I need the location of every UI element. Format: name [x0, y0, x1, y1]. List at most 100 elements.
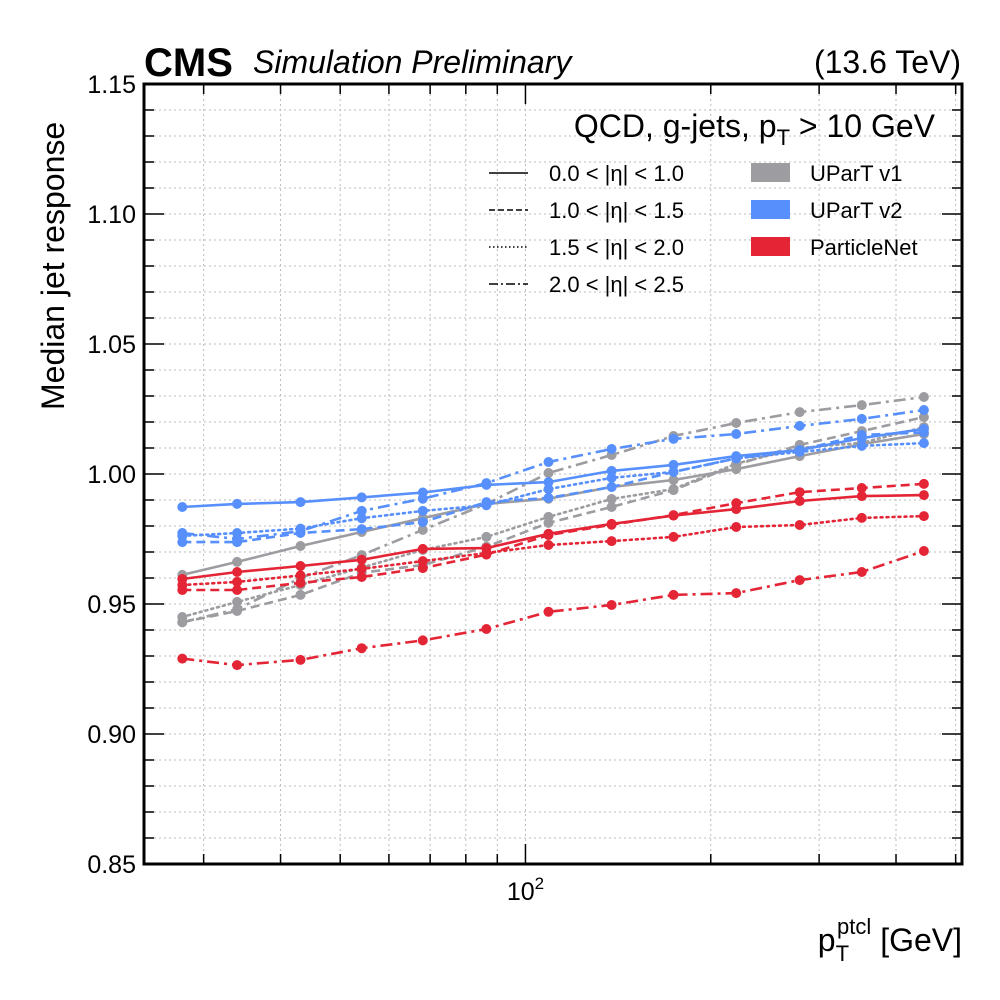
legend-label-particlenet: ParticleNet	[810, 235, 918, 260]
data-point	[232, 660, 243, 671]
data-point	[668, 510, 679, 521]
data-point	[295, 577, 306, 588]
data-point	[232, 567, 243, 577]
data-point	[417, 563, 428, 574]
data-point	[232, 604, 243, 615]
data-point	[177, 580, 188, 590]
data-point	[417, 556, 428, 567]
data-point	[177, 502, 188, 512]
data-point	[356, 572, 367, 582]
data-point	[417, 505, 428, 516]
data-point	[543, 484, 554, 495]
series-line	[181, 432, 925, 577]
legend-label-eta-bin-3: 1.5 < |η| < 2.0	[549, 235, 684, 260]
x-tick-label: 102	[507, 874, 544, 906]
data-point	[177, 653, 188, 664]
data-point	[606, 494, 617, 504]
legend-label-uparttv2: UParT v2	[810, 198, 903, 223]
data-point	[295, 541, 306, 551]
data-point	[295, 570, 306, 581]
data-point	[918, 392, 929, 402]
data-point	[606, 465, 617, 476]
data-point	[417, 517, 428, 528]
data-point	[481, 500, 492, 511]
data-point	[356, 524, 367, 535]
x-axis-title: pTptcl [GeV]	[818, 914, 962, 966]
series-line	[181, 514, 926, 587]
data-point	[295, 526, 306, 537]
series-line	[181, 395, 925, 624]
grid	[144, 84, 962, 864]
legend-title: QCD, g-jets, pT > 10 GeV	[574, 108, 936, 150]
data-point	[794, 446, 805, 457]
data-point	[295, 589, 306, 600]
data-point	[543, 530, 554, 541]
data-point	[794, 520, 805, 530]
experiment-label: CMS	[144, 41, 233, 85]
data-point	[856, 440, 867, 451]
data-point	[918, 412, 929, 423]
data-point	[606, 600, 617, 610]
y-tick-label: 1.15	[87, 71, 136, 99]
data-point	[356, 643, 367, 654]
energy-label: (13.6 TeV)	[814, 44, 961, 80]
data-point	[543, 457, 554, 467]
series-upart-v2-dashdot	[177, 405, 929, 544]
data-point	[918, 511, 929, 522]
data-point	[356, 513, 367, 524]
data-point	[731, 429, 742, 439]
data-point	[481, 478, 492, 489]
y-tick-label: 0.90	[87, 721, 136, 749]
data-point	[794, 487, 805, 498]
data-point	[177, 617, 188, 628]
data-point	[856, 567, 867, 577]
data-point	[232, 585, 243, 595]
data-point	[356, 505, 367, 516]
data-point	[668, 475, 679, 485]
data-point	[668, 433, 679, 444]
data-point	[543, 492, 554, 503]
data-point	[794, 407, 805, 418]
data-point	[918, 546, 929, 556]
data-point	[918, 405, 929, 415]
data-point	[668, 589, 679, 600]
data-point	[543, 511, 554, 522]
data-point	[417, 524, 428, 535]
series-particlenet-dotted	[177, 511, 929, 590]
data-point	[232, 576, 243, 587]
data-point	[606, 502, 617, 512]
y-tick-label: 1.10	[87, 201, 136, 229]
data-point	[918, 490, 929, 501]
data-point	[295, 561, 306, 571]
y-tick-label: 1.05	[87, 331, 136, 359]
data-point	[417, 543, 428, 554]
data-point	[232, 596, 243, 607]
data-point	[295, 497, 306, 508]
data-point	[356, 563, 367, 574]
data-point	[543, 606, 554, 617]
axis-ticks	[144, 83, 962, 865]
y-tick-label: 0.95	[87, 591, 136, 619]
data-point	[731, 453, 742, 464]
legend-label-eta-bin-4: 2.0 < |η| < 2.5	[549, 272, 684, 297]
data-point	[918, 427, 929, 438]
data-point	[856, 430, 867, 440]
data-point	[356, 492, 367, 503]
data-point	[232, 534, 243, 544]
y-axis-title: Median jet response	[35, 122, 71, 410]
data-point	[481, 624, 492, 634]
legend-swatch-particlenet	[751, 237, 790, 256]
data-point	[417, 635, 428, 646]
legend-label-uparttv1: UParT v1	[810, 161, 903, 186]
data-point	[856, 512, 867, 523]
data-point	[794, 496, 805, 506]
data-point	[918, 478, 929, 489]
data-point	[668, 459, 679, 470]
series-particlenet-dashdot	[177, 546, 929, 671]
data-point	[295, 654, 306, 665]
data-point	[794, 575, 805, 586]
data-point	[856, 483, 867, 493]
data-point	[481, 531, 492, 542]
data-point	[731, 498, 742, 509]
